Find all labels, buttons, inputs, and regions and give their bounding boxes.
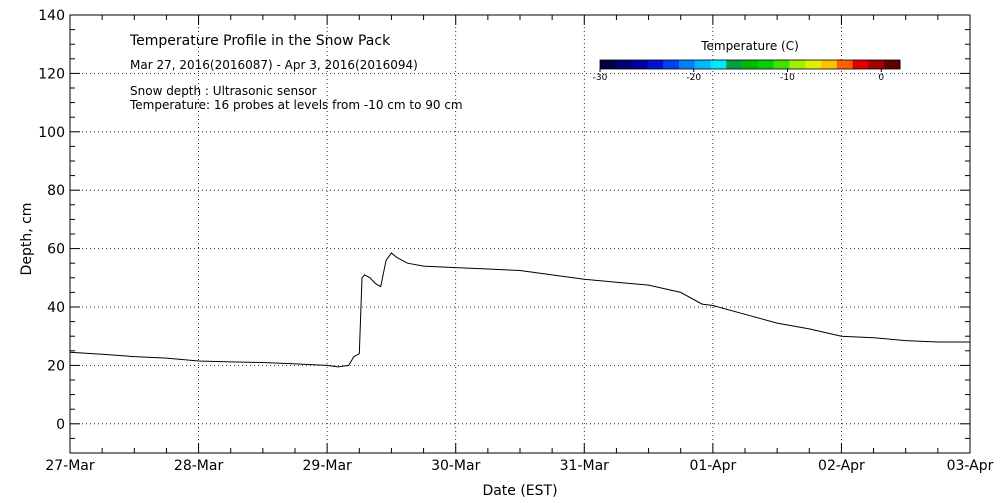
colorbar-tick-label: 0	[878, 73, 884, 83]
colorbar-cell	[836, 60, 854, 69]
x-tick-label: 30-Mar	[431, 458, 481, 474]
colorbar-cell	[663, 60, 680, 69]
snow-depth-line	[69, 252, 970, 368]
colorbar-cell	[805, 60, 822, 69]
colorbar-cell	[726, 60, 743, 69]
y-tick-label: 20	[47, 358, 65, 374]
colorbar-cell	[868, 60, 885, 69]
x-tick-label: 27-Mar	[45, 458, 95, 474]
colorbar-title: Temperature (C)	[700, 39, 799, 53]
colorbar-cell	[742, 60, 759, 69]
colorbar-cell	[789, 60, 806, 69]
x-tick-label: 29-Mar	[303, 458, 353, 474]
x-tick-label: 01-Apr	[689, 458, 736, 474]
plot-area	[69, 14, 971, 454]
x-tick-label: 31-Mar	[560, 458, 610, 474]
colorbar-cell	[821, 60, 838, 69]
y-tick-label: 140	[38, 8, 65, 24]
tick-layer: 0 20 40 60 80 100 120 140 27-Mar 28-Mar 29-Mar 30-M…	[38, 8, 993, 474]
x-tick-label: 02-Apr	[818, 458, 865, 474]
colorbar-cell	[600, 60, 617, 69]
note-snow-depth: Snow depth : Ultrasonic sensor	[130, 84, 317, 98]
colorbar-cells	[600, 60, 901, 69]
colorbar-cell	[615, 60, 633, 69]
colorbar-cell	[710, 60, 727, 69]
colorbar-tick-label: -10	[780, 73, 795, 83]
chart-subtitle: Mar 27, 2016(2016087) - Apr 3, 2016(2016…	[130, 58, 418, 72]
colorbar-cell	[631, 60, 648, 69]
colorbar-cell	[647, 60, 664, 69]
colorbar-frame	[599, 59, 901, 70]
colorbar-cell	[757, 60, 775, 69]
x-tick-label: 03-Apr	[947, 458, 994, 474]
colorbar-cell	[852, 60, 869, 69]
grid-layer	[70, 15, 970, 453]
colorbar-cell	[678, 60, 696, 69]
colorbar-tick-label: -20	[686, 73, 701, 83]
y-tick-label: 40	[47, 300, 65, 316]
colorbar-cell	[694, 60, 712, 69]
x-tick-label: 28-Mar	[174, 458, 224, 474]
colorbar-cell	[884, 60, 901, 69]
y-tick-label: 60	[47, 242, 65, 258]
y-tick-label: 0	[56, 417, 65, 433]
note-temperature: Temperature: 16 probes at levels from -1…	[129, 98, 463, 112]
y-tick-label: 120	[38, 66, 65, 82]
colorbar-tick-label: -30	[593, 73, 608, 83]
chart-title: Temperature Profile in the Snow Pack	[129, 33, 391, 49]
x-axis-label: Date (EST)	[482, 483, 557, 499]
y-tick-label: 100	[38, 125, 65, 141]
y-tick-label: 80	[47, 183, 65, 199]
colorbar-cell	[773, 60, 790, 69]
colorbar: Temperature (C) -30 -20 -10 0	[593, 39, 901, 83]
y-axis-label: Depth, cm	[19, 203, 35, 276]
series-layer	[69, 252, 970, 368]
colorbar-ticks: -30 -20 -10 0	[593, 69, 884, 83]
